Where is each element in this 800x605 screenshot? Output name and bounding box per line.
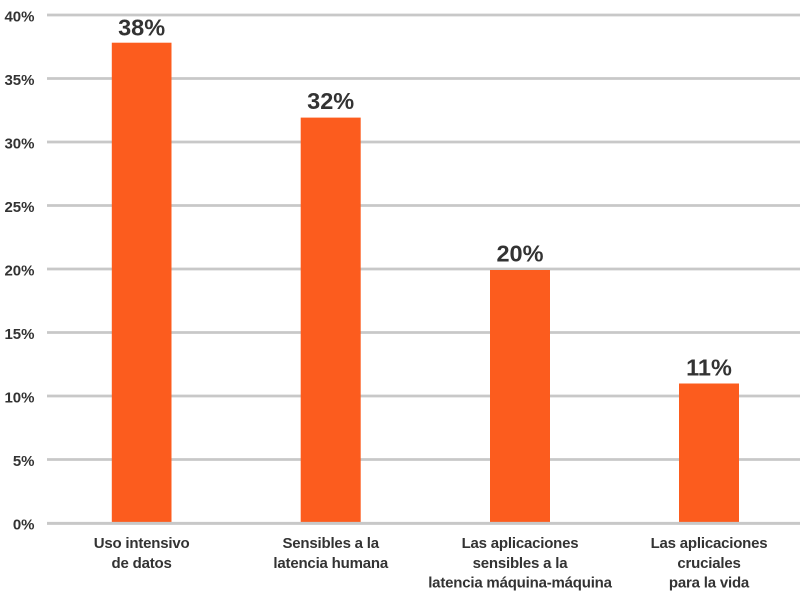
svg-text:Las aplicaciones: Las aplicaciones: [651, 535, 768, 552]
svg-text:Sensibles a la: Sensibles a la: [282, 535, 379, 552]
svg-text:para la vida: para la vida: [669, 575, 750, 592]
svg-text:5%: 5%: [13, 453, 35, 470]
svg-text:0%: 0%: [13, 517, 35, 534]
svg-text:Uso intensivo: Uso intensivo: [94, 535, 190, 552]
svg-text:10%: 10%: [4, 390, 34, 407]
svg-text:sensibles a la: sensibles a la: [473, 555, 569, 572]
svg-text:latencia humana: latencia humana: [273, 555, 388, 572]
svg-text:Las aplicaciones: Las aplicaciones: [462, 535, 579, 552]
svg-text:11%: 11%: [686, 355, 732, 381]
svg-text:32%: 32%: [307, 88, 354, 114]
svg-text:15%: 15%: [4, 326, 34, 343]
svg-text:35%: 35%: [4, 72, 34, 89]
svg-text:40%: 40%: [4, 9, 34, 26]
svg-text:de datos: de datos: [112, 555, 172, 572]
svg-text:25%: 25%: [4, 199, 34, 216]
svg-text:latencia máquina-máquina: latencia máquina-máquina: [428, 575, 612, 592]
svg-text:30%: 30%: [4, 136, 34, 153]
svg-text:cruciales: cruciales: [677, 555, 740, 572]
svg-text:20%: 20%: [4, 263, 34, 280]
svg-text:20%: 20%: [496, 241, 543, 267]
svg-text:38%: 38%: [118, 14, 165, 40]
